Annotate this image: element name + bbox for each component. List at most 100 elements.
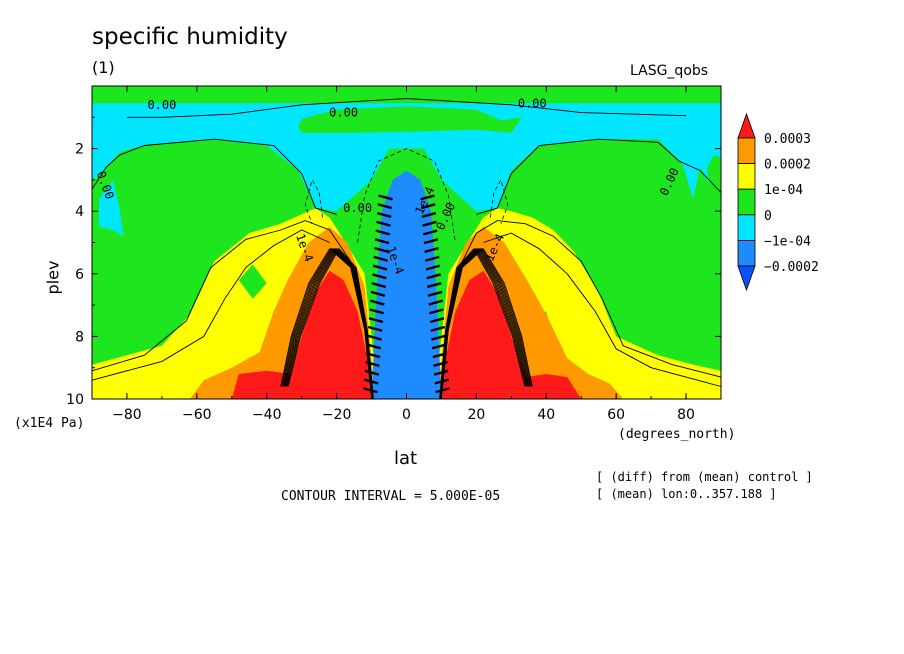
contour-hatch-north xyxy=(420,194,435,201)
x-axis-label: lat xyxy=(394,448,418,469)
x-tick-label: −40 xyxy=(252,407,282,423)
contour-hatch-north xyxy=(431,334,446,341)
contour-dashed-0 xyxy=(357,148,456,243)
fill-cyan-left-pocket xyxy=(99,179,124,237)
contour-hatch-south xyxy=(374,238,390,245)
contour-hatch-north xyxy=(426,273,441,280)
legend-swatch xyxy=(737,214,756,241)
contour-hatch-north xyxy=(422,229,438,236)
contour-hatch-north xyxy=(429,317,445,324)
contour-hatch-south xyxy=(363,387,378,394)
contour-dashed-1 xyxy=(304,178,323,224)
legend-level-label: 0 xyxy=(764,209,772,224)
legend-swatch xyxy=(737,239,756,267)
contour-hatch-south xyxy=(365,352,381,359)
fill-red-north xyxy=(441,270,582,399)
contour-hatch-south xyxy=(364,369,380,376)
contour-label-group: 0.00 xyxy=(147,98,176,112)
axis-ticks: −80 −60 −40 −20 0 20 40 60 80 2 4 6 8 10 xyxy=(66,86,722,423)
fill-blue-core xyxy=(371,170,442,399)
contour-hatch-north xyxy=(427,282,442,289)
x-tick-label: −20 xyxy=(322,407,352,423)
contour-line-6 xyxy=(476,138,722,215)
contour-hatch-south xyxy=(363,378,379,385)
contour-hatch-south xyxy=(378,194,393,201)
contour-hatch-north xyxy=(431,343,447,350)
contour-hatch-south xyxy=(377,203,393,210)
fill-red-south xyxy=(231,270,372,399)
contour-hatch-south xyxy=(366,343,382,350)
y-tick-label: 4 xyxy=(75,204,84,220)
fill-cyan-upper xyxy=(92,103,721,212)
contour-line-4 xyxy=(126,98,687,118)
contour-label: 0.00 xyxy=(518,96,547,110)
y-tick-label: 6 xyxy=(75,267,84,283)
legend-level-label: 0.0003 xyxy=(764,132,811,147)
contour-line-0 xyxy=(91,220,351,372)
contour-hatch-north xyxy=(420,203,436,210)
contour-hatch-north xyxy=(421,211,437,218)
contour-hatch-north xyxy=(424,255,440,262)
contour-hatch-south xyxy=(376,220,391,227)
contour-label: 0.00 xyxy=(329,106,358,120)
x-tick-label: 20 xyxy=(467,407,485,423)
contour-line-3 xyxy=(483,232,722,387)
chart-title: specific humidity xyxy=(92,24,288,50)
contour-line-5 xyxy=(91,138,337,215)
contour-hatch-north xyxy=(427,290,443,297)
chart-subtitle: (1) xyxy=(92,58,115,77)
legend-swatch xyxy=(737,188,756,216)
contour-label: 0.00 xyxy=(147,98,176,112)
color-legend: 0.0003 0.0002 1e-04 0 −1e-04 −0.0002 xyxy=(737,112,819,292)
contour-label-group: 0.00 xyxy=(518,96,547,110)
x-tick-label: 40 xyxy=(537,407,555,423)
x-axis-units: (degrees_north) xyxy=(618,427,736,442)
mean-note: [ (mean) lon:0..357.188 ] xyxy=(596,487,777,501)
contour-hatch-south xyxy=(370,290,386,297)
contour-hatch-south xyxy=(375,229,391,236)
fill-green-pocket-south xyxy=(238,264,267,299)
contour-hatch-south xyxy=(372,273,387,280)
contour-lines xyxy=(91,98,722,400)
contour-dense-south-9 xyxy=(287,248,374,400)
diff-note: [ (diff) from (mean) control ] xyxy=(596,470,813,484)
contour-hatch-south xyxy=(371,282,386,289)
legend-level-label: 0.0002 xyxy=(764,158,811,173)
contour-hatch-south xyxy=(372,264,388,271)
contour-hatch-north xyxy=(429,308,444,315)
contour-hatch-north xyxy=(434,378,450,385)
fill-green-right-edge xyxy=(707,154,721,205)
contour-dashed-2 xyxy=(490,178,509,224)
contour-hatch-south xyxy=(370,299,385,306)
y-tick-label: 2 xyxy=(75,142,84,158)
contour-hatch-south xyxy=(367,334,382,341)
dataset-name: LASG_qobs xyxy=(630,63,709,79)
y-axis-units: (x1E4 Pa) xyxy=(14,416,85,431)
contour-hatch-north xyxy=(422,220,437,227)
legend-level-label: −0.0002 xyxy=(764,260,819,275)
contour-dense-north-9 xyxy=(439,248,526,400)
legend-swatch xyxy=(737,163,756,190)
contour-hatch-south xyxy=(374,246,389,254)
contour-hatch-south xyxy=(368,317,384,324)
contour-hatch-south xyxy=(365,360,380,367)
contour-interval: CONTOUR INTERVAL = 5.000E-05 xyxy=(281,489,501,504)
contour-hatch-north xyxy=(435,387,450,394)
contour-label: 0.00 xyxy=(343,201,372,215)
x-tick-label: −60 xyxy=(182,407,212,423)
legend-level-label: −1e-04 xyxy=(764,234,811,249)
contour-hatch-south xyxy=(367,325,383,332)
contour-label-group: 0.00 xyxy=(329,106,358,120)
contour-hatch-north xyxy=(433,360,448,367)
legend-swatch-top xyxy=(737,112,756,139)
legend-swatch xyxy=(737,137,756,165)
contour-hatch-north xyxy=(424,246,439,254)
x-tick-label: 60 xyxy=(607,407,625,423)
fill-green-island xyxy=(298,106,522,133)
x-tick-label: −80 xyxy=(112,407,142,423)
x-tick-label: 80 xyxy=(677,407,695,423)
contour-hatch-south xyxy=(369,308,384,315)
contour-hatch-north xyxy=(423,238,439,245)
contour-hatch-north xyxy=(428,299,443,306)
